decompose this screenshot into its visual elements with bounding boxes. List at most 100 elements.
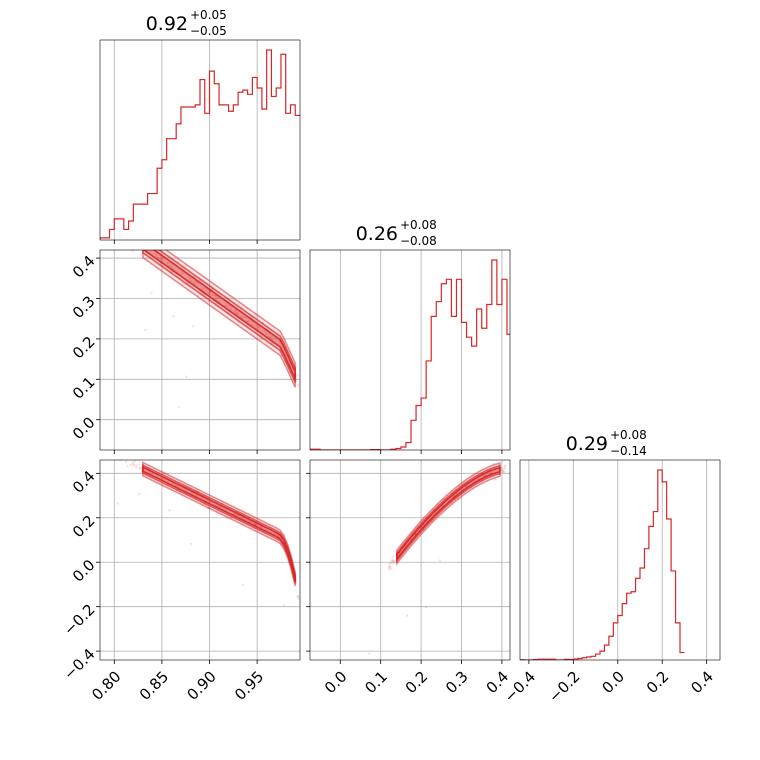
panel-content xyxy=(310,259,510,450)
sample-point xyxy=(166,262,169,265)
x-tick-label: 0.1 xyxy=(361,668,391,698)
sample-point-outlier xyxy=(177,405,181,409)
sample-point xyxy=(212,293,215,297)
sample-point xyxy=(154,244,157,247)
x-tick-label: 0.0 xyxy=(598,668,628,698)
sample-point xyxy=(202,287,206,290)
sample-point xyxy=(132,463,136,467)
sample-point xyxy=(125,233,128,236)
sample-point xyxy=(170,264,174,268)
param-title-minus: −0.14 xyxy=(610,444,647,458)
sample-point xyxy=(131,463,135,466)
panel-content xyxy=(520,469,685,660)
y-tick-label: 0.0 xyxy=(69,414,99,444)
param-title-plus: +0.08 xyxy=(610,428,647,442)
sample-point-outlier xyxy=(191,325,195,328)
sample-point xyxy=(240,315,244,319)
x-tick-label: 0.4 xyxy=(687,668,717,698)
sample-point-outlier xyxy=(150,291,153,295)
sample-point xyxy=(387,567,391,571)
sample-point xyxy=(210,293,214,297)
sample-point xyxy=(489,471,492,475)
sample-point xyxy=(120,228,123,231)
sample-point xyxy=(235,311,239,314)
sample-point xyxy=(115,230,118,233)
sample-point xyxy=(503,466,507,470)
sample-point xyxy=(503,464,507,468)
sample-point-outlier xyxy=(172,315,175,318)
sample-point xyxy=(389,567,393,571)
sample-point-outlier xyxy=(190,543,193,546)
sample-point xyxy=(501,470,505,473)
x-tick-label: −0.4 xyxy=(501,668,539,706)
sample-point xyxy=(195,282,199,285)
sample-point xyxy=(144,245,147,248)
sample-point xyxy=(131,250,135,253)
sample-point xyxy=(143,247,146,250)
sample-point xyxy=(268,335,272,339)
sample-point xyxy=(508,0,511,1)
sample-point xyxy=(297,383,300,387)
panel-frame xyxy=(519,459,721,661)
sample-point xyxy=(502,470,506,474)
param-title-median: 0.92 xyxy=(146,13,188,35)
sample-point xyxy=(391,555,395,559)
param-title-plus: +0.08 xyxy=(400,218,437,232)
sample-point xyxy=(193,282,197,286)
param-title-minus: −0.05 xyxy=(190,24,227,38)
x-tick-label: −0.2 xyxy=(545,668,583,706)
histogram-step xyxy=(310,259,510,450)
sample-point xyxy=(388,565,392,568)
panel-frame xyxy=(99,459,301,661)
sample-point xyxy=(133,460,137,463)
sample-point xyxy=(215,297,218,300)
sample-point xyxy=(505,0,508,1)
sample-point xyxy=(502,467,506,471)
sample-point xyxy=(237,302,240,306)
y-tick-label: 0.2 xyxy=(69,333,99,363)
sample-point xyxy=(239,315,242,318)
sample-point xyxy=(236,312,240,315)
sample-point xyxy=(235,514,239,517)
sample-point-outlier xyxy=(368,652,371,655)
contour-level xyxy=(142,465,297,582)
sample-point xyxy=(278,341,282,345)
sample-point xyxy=(161,257,165,261)
sample-point xyxy=(229,307,233,310)
x-tick-label: 0.2 xyxy=(643,668,673,698)
contour-level xyxy=(142,461,297,587)
sample-point xyxy=(118,228,121,231)
panel-2-0 xyxy=(96,459,301,664)
sample-point xyxy=(134,465,138,469)
sample-point xyxy=(270,335,273,338)
histogram-step xyxy=(100,49,300,240)
panel-2-1 xyxy=(306,0,511,664)
x-tick-label: 0.0 xyxy=(321,668,351,698)
sample-point xyxy=(387,566,391,569)
sample-point xyxy=(296,374,300,377)
sample-point xyxy=(166,262,170,265)
sample-point-outlier xyxy=(116,502,120,505)
contour-level xyxy=(142,250,297,380)
panel-frame xyxy=(99,249,301,451)
sample-point xyxy=(233,309,236,312)
sample-point xyxy=(207,291,211,295)
sample-point xyxy=(188,277,192,280)
sample-point xyxy=(251,323,254,327)
sample-point xyxy=(134,463,138,467)
y-tick-label: −0.4 xyxy=(60,645,98,683)
sample-point xyxy=(138,466,141,470)
sample-point xyxy=(392,561,396,565)
x-tick-label: 0.90 xyxy=(183,668,219,704)
sample-point xyxy=(296,595,300,598)
sample-point xyxy=(128,235,131,238)
panel-content xyxy=(116,460,300,607)
contour-level xyxy=(142,463,297,584)
x-tick-label: 0.85 xyxy=(136,668,172,704)
param-title-median: 0.29 xyxy=(566,433,608,455)
sample-point xyxy=(145,244,148,247)
param-title-median: 0.26 xyxy=(356,223,398,245)
x-tick-label: 0.2 xyxy=(402,668,432,698)
sample-point xyxy=(138,247,141,250)
sample-point xyxy=(137,234,140,237)
